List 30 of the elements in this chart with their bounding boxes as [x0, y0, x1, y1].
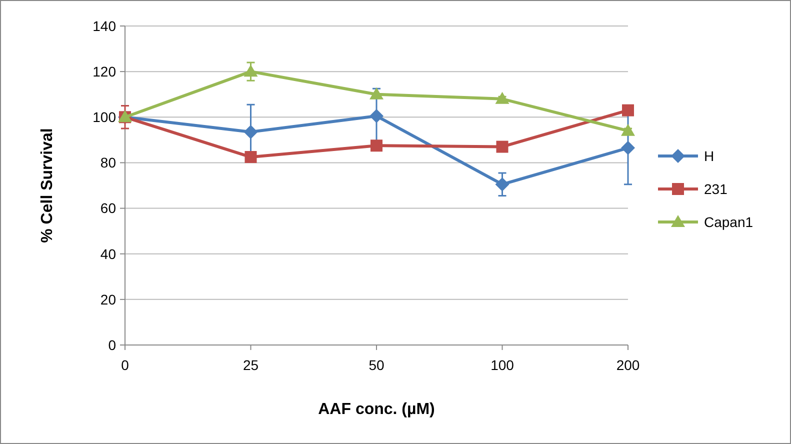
point	[244, 151, 257, 164]
legend-label: Capan1	[704, 214, 754, 230]
x-tick-label: 200	[616, 357, 640, 373]
x-axis-title: AAF conc. (µM)	[318, 401, 435, 418]
x-tick-label: 0	[121, 357, 130, 373]
point	[370, 109, 384, 124]
point	[244, 64, 258, 77]
y-tick-label: 20	[100, 291, 116, 308]
legend-label: H	[704, 148, 714, 164]
y-tick-label: 60	[100, 200, 116, 216]
point	[621, 140, 635, 155]
point	[622, 104, 634, 116]
x-tick-label: 25	[242, 357, 259, 373]
point	[621, 124, 635, 136]
point	[496, 140, 508, 153]
y-tick-label: 120	[92, 63, 116, 80]
y-axis-title: % Cell Survival	[39, 128, 56, 243]
point	[495, 177, 510, 192]
point	[244, 124, 258, 139]
y-tick-label: 80	[100, 154, 116, 171]
y-tick-label: 140	[92, 18, 116, 34]
y-tick-label: 0	[108, 336, 116, 353]
legend-label: 231	[704, 180, 728, 197]
point	[370, 87, 384, 100]
x-tick-label: 50	[368, 357, 384, 373]
point	[370, 140, 382, 152]
point	[495, 92, 510, 104]
y-tick-label: 40	[100, 246, 116, 262]
y-tick-label: 100	[92, 109, 116, 126]
x-tick-label: 100	[490, 357, 514, 373]
